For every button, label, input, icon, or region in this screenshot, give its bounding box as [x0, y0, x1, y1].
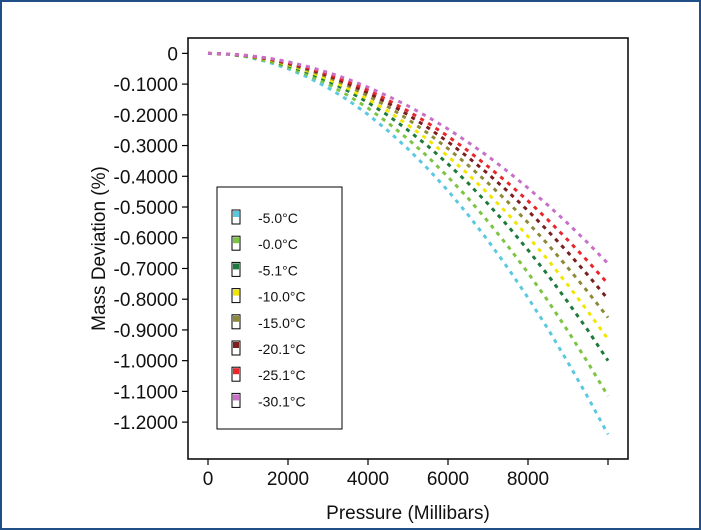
series-line-2 [207, 51, 610, 397]
legend-swatch [233, 368, 239, 375]
y-tick-label: -0.4000 [114, 167, 178, 188]
legend-item: -5.1°C [231, 261, 298, 278]
legend-item: -30.1°C [231, 392, 306, 409]
y-tick-label: -1.0000 [114, 352, 178, 373]
legend-swatch [233, 263, 239, 270]
legend-label: -10.0°C [258, 289, 306, 305]
legend-label: -25.1°C [258, 367, 306, 383]
legend-label: -5.0°C [258, 210, 298, 226]
y-tick-label: -0.6000 [114, 229, 178, 250]
legend-swatch [233, 342, 239, 348]
series-line-7 [207, 51, 610, 285]
legend-swatch [233, 211, 239, 217]
x-axis-title: Pressure (Millibars) [326, 503, 490, 524]
legend-item: -25.1°C [231, 366, 306, 383]
series-layer [207, 51, 610, 436]
y-tick-label: -0.3000 [114, 137, 178, 158]
y-tick-label: -0.5000 [114, 198, 178, 219]
legend: -5.0°C -0.0°C -5.1°C -10.0°C -15.0°C -20.1°C -… [216, 186, 343, 430]
y-tick-label: 0 [167, 44, 178, 65]
legend-item: -5.0°C [231, 209, 298, 226]
y-tick-label: -0.7000 [114, 259, 178, 280]
x-tick-label: 2000 [267, 469, 309, 490]
y-tick-label: -0.2000 [114, 106, 178, 127]
legend-label: -5.1°C [258, 262, 298, 278]
legend-item: -10.0°C [231, 288, 306, 305]
legend-label: -30.1°C [258, 393, 306, 409]
series-line-1 [207, 51, 610, 436]
y-tick-label: -0.9000 [114, 321, 178, 342]
legend-swatch [233, 237, 239, 244]
series-line-3 [207, 51, 610, 362]
x-tick-label: 4000 [347, 469, 389, 490]
legend-label: -15.0°C [258, 315, 306, 331]
legend-item: -0.0°C [231, 235, 298, 252]
y-tick-label: -0.8000 [114, 290, 178, 311]
legend-swatch [233, 289, 239, 296]
legend-item: -20.1°C [231, 340, 306, 357]
x-tick-label: 0 [203, 469, 214, 490]
legend-label: -0.0°C [258, 236, 298, 252]
legend-swatch [233, 315, 239, 322]
y-tick-label: -1.1000 [114, 382, 178, 403]
legend-label: -20.1°C [258, 341, 306, 357]
legend-swatch [233, 394, 239, 401]
series-line-8 [207, 51, 610, 265]
legend-box [216, 186, 343, 430]
y-tick-label: -0.1000 [114, 75, 178, 96]
y-axis-title: Mass Deviation (%) [89, 166, 110, 331]
x-tick-label: 6000 [427, 469, 469, 490]
y-tick-label: -1.2000 [114, 413, 178, 434]
legend-item: -15.0°C [231, 314, 306, 331]
x-tick-label: 8000 [507, 469, 549, 490]
axis-layer: 0 -0.1000 -0.2000 -0.3000 -0.4000 -0.5000 -0.6… [114, 44, 609, 490]
